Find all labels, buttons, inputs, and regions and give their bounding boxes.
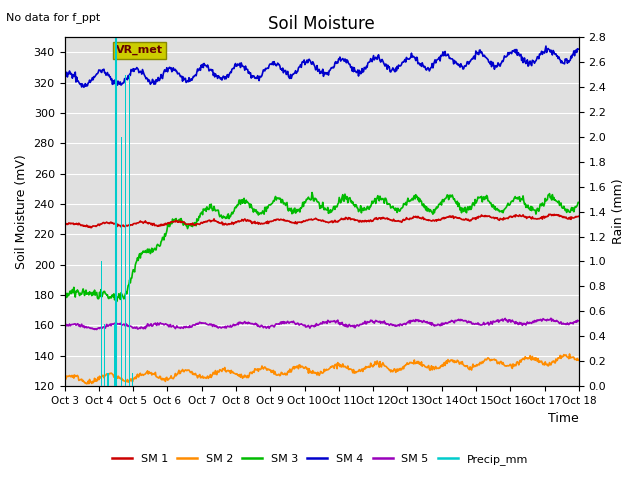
X-axis label: Time: Time [548,412,579,425]
Legend: SM 1, SM 2, SM 3, SM 4, SM 5, Precip_mm: SM 1, SM 2, SM 3, SM 4, SM 5, Precip_mm [108,450,532,469]
Text: VR_met: VR_met [116,45,163,55]
Title: Soil Moisture: Soil Moisture [268,15,375,33]
Bar [121,137,122,386]
Bar [129,75,130,386]
Bar [104,324,105,386]
Bar [108,373,109,386]
Bar [107,373,108,386]
Y-axis label: Soil Moisture (mV): Soil Moisture (mV) [15,154,28,269]
Bar [127,361,129,386]
Bar [115,199,116,386]
Y-axis label: Rain (mm): Rain (mm) [612,179,625,244]
Bar [114,324,115,386]
Text: No data for f_ppt: No data for f_ppt [6,12,100,23]
